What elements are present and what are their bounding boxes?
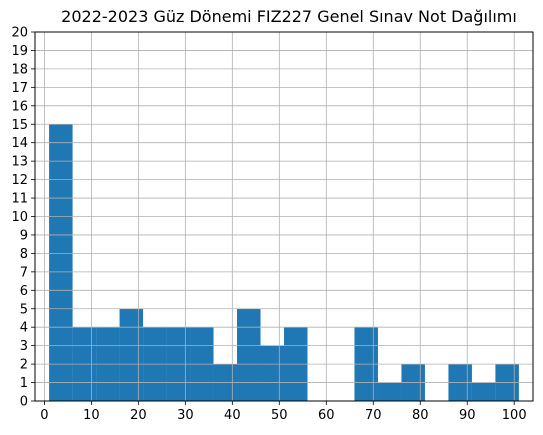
y-tick-label-0: 0: [20, 395, 28, 410]
histogram-bar-3: [119, 308, 144, 401]
y-tick-label-11: 11: [11, 192, 28, 207]
y-tick-label-8: 8: [20, 247, 28, 262]
chart-title: 2022-2023 Güz Dönemi FIZ227 Genel Sınav …: [61, 7, 517, 26]
x-tick-label-5: 50: [271, 408, 288, 423]
x-tick-label-10: 100: [502, 408, 527, 423]
y-tick-label-1: 1: [20, 376, 28, 391]
y-tick-label-7: 7: [20, 265, 28, 280]
y-tick-label-15: 15: [11, 118, 28, 133]
y-tick-label-18: 18: [11, 62, 28, 77]
y-tick-label-5: 5: [20, 302, 28, 317]
y-tick-label-3: 3: [20, 339, 28, 354]
x-tick-label-2: 20: [130, 408, 147, 423]
y-tick-label-17: 17: [11, 81, 28, 96]
histogram-bar-14: [377, 382, 402, 401]
x-tick-label-9: 90: [459, 408, 476, 423]
grid-lines: [35, 31, 533, 402]
x-tick-label-1: 10: [83, 408, 100, 423]
x-tick-label-3: 30: [177, 408, 194, 423]
plot-frame: [34, 31, 534, 402]
y-tick-label-16: 16: [11, 99, 28, 114]
x-axis: 0 10 20 30 40 50 60 70 80 90 100: [40, 401, 527, 423]
y-tick-label-14: 14: [11, 136, 28, 151]
x-tick-label-0: 0: [40, 408, 48, 423]
bars-group: [49, 124, 519, 401]
y-tick-label-13: 13: [11, 155, 28, 170]
x-tick-label-7: 70: [365, 408, 382, 423]
y-tick-label-20: 20: [11, 26, 28, 41]
y-tick-label-12: 12: [11, 173, 28, 188]
y-tick-label-9: 9: [20, 228, 28, 243]
y-tick-label-10: 10: [11, 210, 28, 225]
x-tick-label-6: 60: [318, 408, 335, 423]
y-tick-label-19: 19: [11, 44, 28, 59]
x-tick-label-8: 80: [412, 408, 429, 423]
histogram-bar-18: [471, 382, 496, 401]
y-tick-label-2: 2: [20, 358, 28, 373]
y-tick-label-4: 4: [20, 321, 28, 336]
histogram-bar-9: [260, 345, 284, 401]
y-tick-label-6: 6: [20, 284, 28, 299]
histogram-bar-8: [237, 308, 261, 401]
x-tick-label-4: 40: [224, 408, 241, 423]
histogram-bar-0: [49, 124, 73, 401]
